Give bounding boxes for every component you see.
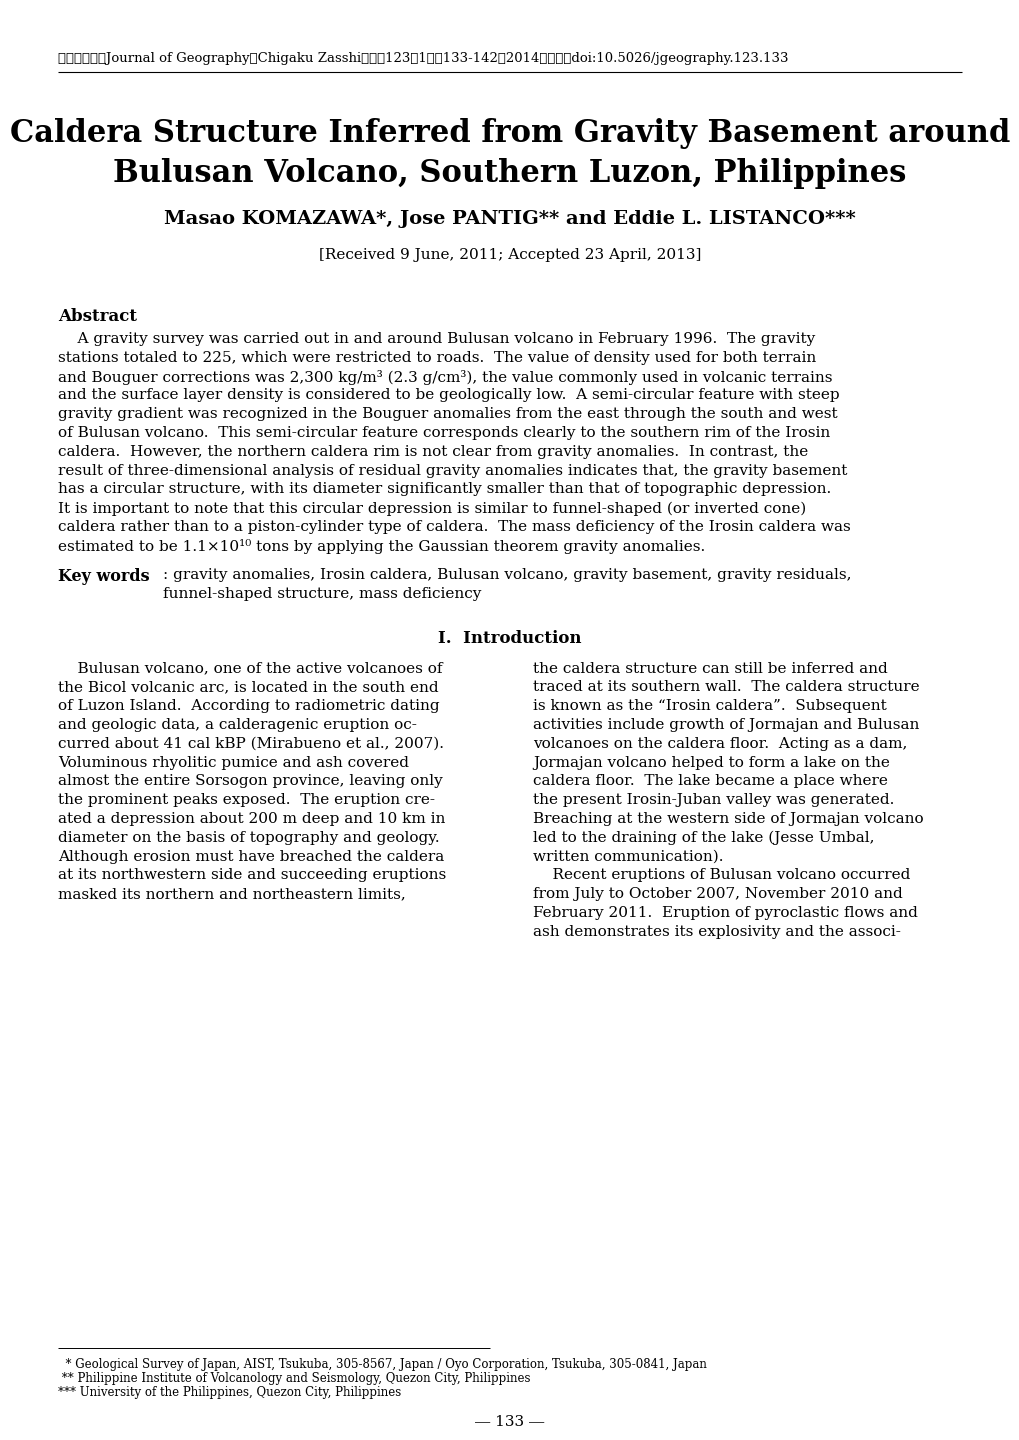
Text: ** Philippine Institute of Volcanology and Seismology, Quezon City, Philippines: ** Philippine Institute of Volcanology a… [58,1372,530,1385]
Text: masked its northern and northeastern limits,: masked its northern and northeastern lim… [58,887,406,901]
Text: is known as the “Irosin caldera”.  Subsequent: is known as the “Irosin caldera”. Subseq… [533,700,886,713]
Text: ash demonstrates its explosivity and the associ-: ash demonstrates its explosivity and the… [533,924,900,939]
Text: Jormajan volcano helped to form a lake on the: Jormajan volcano helped to form a lake o… [533,756,889,769]
Text: Masao KOMAZAWA*, Jose PANTIG** and Eddie L. LISTANCO***: Masao KOMAZAWA*, Jose PANTIG** and Eddie… [164,210,855,228]
Text: funnel-shaped structure, mass deficiency: funnel-shaped structure, mass deficiency [163,586,481,600]
Text: Bulusan volcano, one of the active volcanoes of: Bulusan volcano, one of the active volca… [58,661,442,675]
Text: caldera.  However, the northern caldera rim is not clear from gravity anomalies.: caldera. However, the northern caldera r… [58,445,807,459]
Text: Recent eruptions of Bulusan volcano occurred: Recent eruptions of Bulusan volcano occu… [533,868,910,883]
Text: at its northwestern side and succeeding eruptions: at its northwestern side and succeeding … [58,868,446,883]
Text: * Geological Survey of Japan, AIST, Tsukuba, 305-8567, Japan / Oyo Corporation, : * Geological Survey of Japan, AIST, Tsuk… [58,1358,706,1371]
Text: Although erosion must have breached the caldera: Although erosion must have breached the … [58,850,444,864]
Text: of Bulusan volcano.  This semi-circular feature corresponds clearly to the south: of Bulusan volcano. This semi-circular f… [58,426,829,441]
Text: : gravity anomalies, Irosin caldera, Bulusan volcano, gravity basement, gravity : : gravity anomalies, Irosin caldera, Bul… [163,567,851,582]
Text: volcanoes on the caldera floor.  Acting as a dam,: volcanoes on the caldera floor. Acting a… [533,737,907,750]
Text: stations totaled to 225, which were restricted to roads.  The value of density u: stations totaled to 225, which were rest… [58,351,815,364]
Text: I.  Introduction: I. Introduction [438,629,581,647]
Text: February 2011.  Eruption of pyroclastic flows and: February 2011. Eruption of pyroclastic f… [533,906,917,920]
Text: caldera floor.  The lake became a place where: caldera floor. The lake became a place w… [533,775,887,789]
Text: of Luzon Island.  According to radiometric dating: of Luzon Island. According to radiometri… [58,700,439,713]
Text: It is important to note that this circular depression is similar to funnel-shape: It is important to note that this circul… [58,501,805,516]
Text: the prominent peaks exposed.  The eruption cre-: the prominent peaks exposed. The eruptio… [58,793,434,808]
Text: ated a depression about 200 m deep and 10 km in: ated a depression about 200 m deep and 1… [58,812,445,827]
Text: diameter on the basis of topography and geology.: diameter on the basis of topography and … [58,831,439,845]
Text: [Received 9 June, 2011; Accepted 23 April, 2013]: [Received 9 June, 2011; Accepted 23 Apri… [319,248,700,262]
Text: from July to October 2007, November 2010 and: from July to October 2007, November 2010… [533,887,902,901]
Text: traced at its southern wall.  The caldera structure: traced at its southern wall. The caldera… [533,680,919,694]
Text: Breaching at the western side of Jormajan volcano: Breaching at the western side of Jormaja… [533,812,923,827]
Text: Key words: Key words [58,567,150,585]
Text: the present Irosin-Juban valley was generated.: the present Irosin-Juban valley was gene… [533,793,894,808]
Text: curred about 41 cal kBP (Mirabueno et al., 2007).: curred about 41 cal kBP (Mirabueno et al… [58,737,443,750]
Text: caldera rather than to a piston-cylinder type of caldera.  The mass deficiency o: caldera rather than to a piston-cylinder… [58,520,850,534]
Text: ― 133 ―: ― 133 ― [475,1416,544,1428]
Text: Abstract: Abstract [58,308,137,325]
Text: and Bouguer corrections was 2,300 kg/m³ (2.3 g/cm³), the value commonly used in : and Bouguer corrections was 2,300 kg/m³ … [58,370,832,384]
Text: and geologic data, a calderagenic eruption oc-: and geologic data, a calderagenic erupti… [58,719,417,732]
Text: activities include growth of Jormajan and Bulusan: activities include growth of Jormajan an… [533,719,918,732]
Text: Bulusan Volcano, Southern Luzon, Philippines: Bulusan Volcano, Southern Luzon, Philipp… [113,158,906,189]
Text: and the surface layer density is considered to be geologically low.  A semi-circ: and the surface layer density is conside… [58,389,839,402]
Text: the Bicol volcanic arc, is located in the south end: the Bicol volcanic arc, is located in th… [58,680,438,694]
Text: almost the entire Sorsogon province, leaving only: almost the entire Sorsogon province, lea… [58,775,442,789]
Text: written communication).: written communication). [533,850,722,864]
Text: 地学雑誌　　Journal of Geography（Chigaku Zasshi）　　123（1）　133-142　2014　　　　doi:10.5026/j: 地学雑誌 Journal of Geography（Chigaku Zasshi… [58,52,788,65]
Text: the caldera structure can still be inferred and: the caldera structure can still be infer… [533,661,887,675]
Text: Caldera Structure Inferred from Gravity Basement around: Caldera Structure Inferred from Gravity … [10,118,1009,148]
Text: gravity gradient was recognized in the Bouguer anomalies from the east through t: gravity gradient was recognized in the B… [58,408,837,420]
Text: led to the draining of the lake (Jesse Umbal,: led to the draining of the lake (Jesse U… [533,831,873,845]
Text: result of three-dimensional analysis of residual gravity anomalies indicates tha: result of three-dimensional analysis of … [58,464,847,478]
Text: *** University of the Philippines, Quezon City, Philippines: *** University of the Philippines, Quezo… [58,1385,400,1400]
Text: Voluminous rhyolitic pumice and ash covered: Voluminous rhyolitic pumice and ash cove… [58,756,409,769]
Text: A gravity survey was carried out in and around Bulusan volcano in February 1996.: A gravity survey was carried out in and … [58,333,814,346]
Text: estimated to be 1.1×10¹⁰ tons by applying the Gaussian theorem gravity anomalies: estimated to be 1.1×10¹⁰ tons by applyin… [58,539,704,554]
Text: has a circular structure, with its diameter significantly smaller than that of t: has a circular structure, with its diame… [58,482,830,497]
